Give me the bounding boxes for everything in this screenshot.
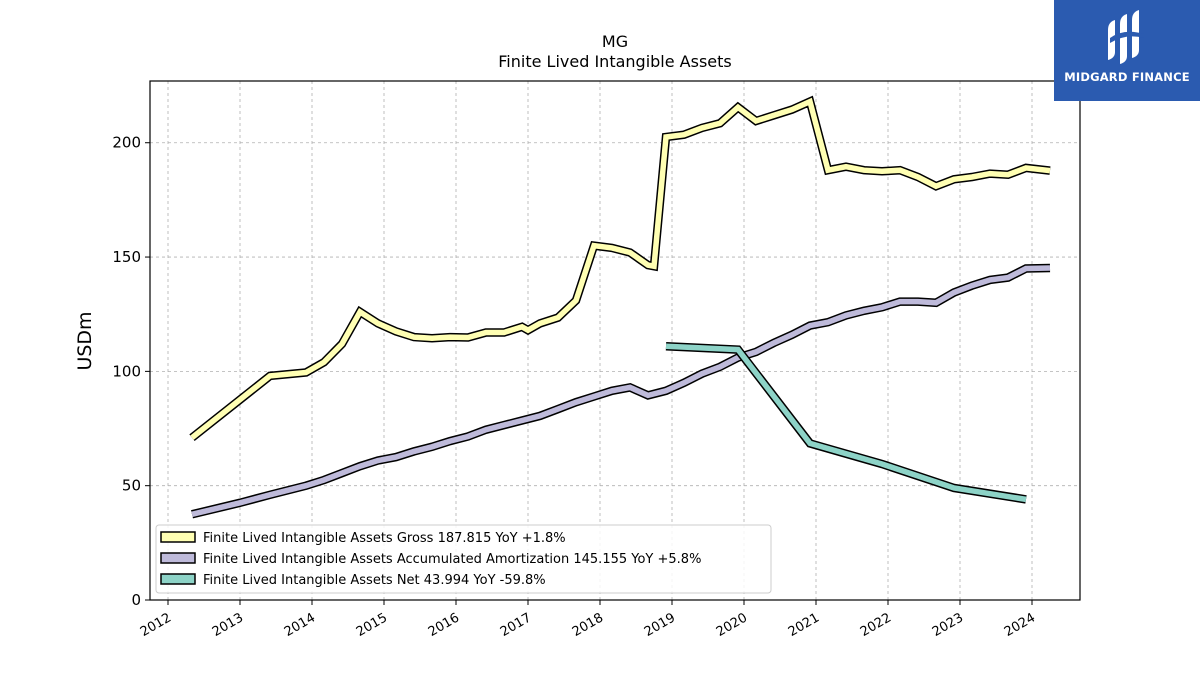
x-tick-label: 2014 [282, 610, 318, 640]
legend-swatch [160, 573, 196, 585]
x-tick-label: 2017 [498, 610, 534, 640]
midgard-finance-logo: MIDGARD FINANCE [1054, 0, 1200, 101]
x-axis: 2012 2013 2014 2015 2016 2017 2018 2019 2020 2021… [138, 600, 1038, 640]
logo-text: MIDGARD FINANCE [1064, 70, 1190, 84]
y-tick-label: 50 [122, 477, 141, 495]
legend-entry: Finite Lived Intangible Assets Gross 187… [203, 531, 566, 546]
x-tick-label: 2018 [570, 610, 606, 640]
series-line [665, 343, 1027, 503]
x-tick-label: 2019 [642, 610, 678, 640]
y-axis-label: USDm [74, 311, 96, 370]
y-axis: 0 50 100 150 200 [112, 134, 150, 609]
series-line [191, 265, 1051, 517]
x-tick-label: 2023 [930, 610, 966, 640]
legend-entry: Finite Lived Intangible Assets Net 43.99… [203, 573, 546, 588]
logo-mark-icon [1108, 10, 1144, 64]
legend-swatch [160, 552, 196, 564]
series-layer [189, 95, 1051, 519]
legend: Finite Lived Intangible Assets Gross 187… [155, 524, 772, 594]
y-tick-label: 0 [131, 591, 141, 609]
grid [150, 81, 1080, 601]
plot-frame [149, 80, 1081, 601]
x-tick-label: 2020 [714, 610, 750, 640]
legend-swatch [160, 531, 196, 543]
chart-subtitle: Finite Lived Intangible Assets [498, 52, 731, 71]
x-tick-label: 2022 [858, 610, 894, 640]
series-line [190, 97, 1051, 440]
y-tick-label: 100 [112, 362, 141, 380]
x-tick-label: 2024 [1002, 610, 1038, 640]
x-tick-label: 2016 [426, 610, 462, 640]
x-tick-label: 2012 [138, 610, 174, 640]
legend-entry: Finite Lived Intangible Assets Accumulat… [203, 552, 701, 567]
chart-title: MG [602, 32, 628, 51]
y-tick-label: 200 [112, 134, 141, 152]
x-tick-label: 2015 [354, 610, 390, 640]
x-tick-label: 2021 [786, 610, 822, 640]
y-tick-label: 150 [112, 248, 141, 266]
legend-box [155, 524, 772, 594]
x-tick-label: 2013 [210, 610, 246, 640]
